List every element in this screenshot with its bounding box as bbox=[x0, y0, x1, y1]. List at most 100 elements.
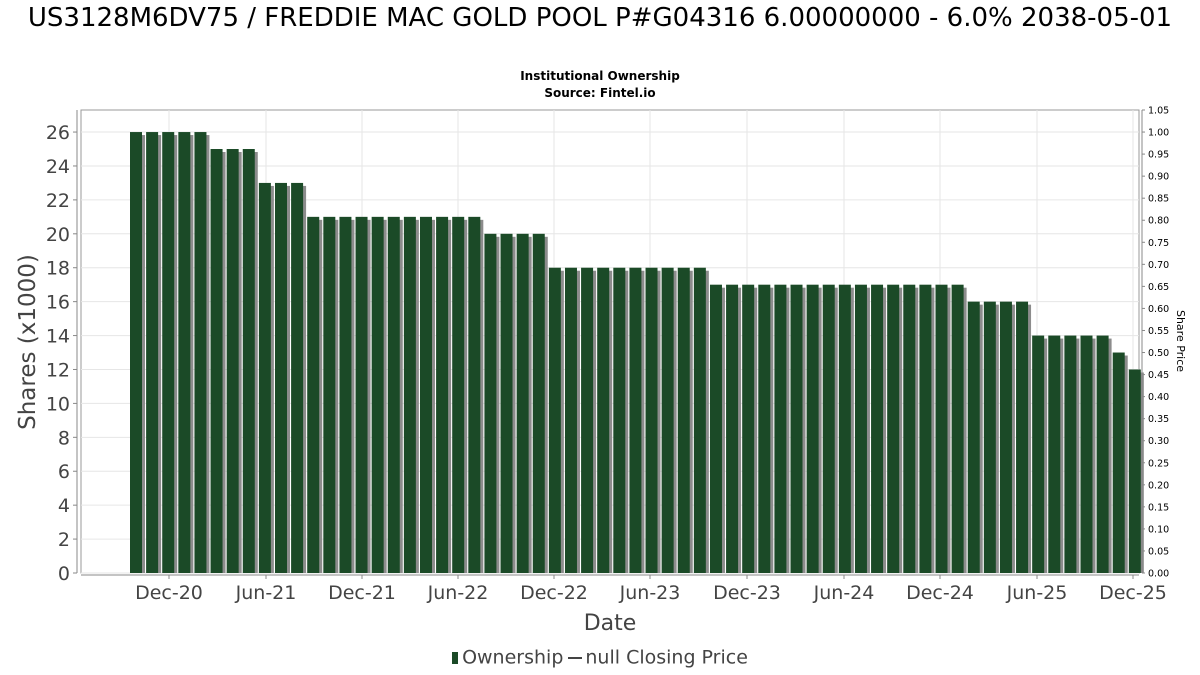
ownership-bar bbox=[258, 182, 271, 573]
ownership-bar bbox=[661, 267, 674, 573]
ownership-bar bbox=[951, 284, 964, 573]
y2-tick-label: 0.25 bbox=[1148, 458, 1169, 469]
x-tick-label: Jun-25 bbox=[1006, 582, 1068, 604]
x-tick-label: Jun-22 bbox=[427, 582, 489, 604]
x-tick-label: Dec-22 bbox=[520, 582, 588, 604]
y2-tick-label: 0.40 bbox=[1148, 392, 1169, 403]
ownership-bar bbox=[790, 284, 803, 573]
ownership-bar bbox=[274, 182, 287, 573]
ownership-bar bbox=[838, 284, 851, 573]
y2-tick-label: 0.70 bbox=[1148, 260, 1169, 271]
y-tick-label: 8 bbox=[58, 427, 70, 449]
y2-tick-label: 0.55 bbox=[1148, 326, 1169, 337]
x-tick-label: Dec-20 bbox=[135, 582, 203, 604]
ownership-bar bbox=[645, 267, 658, 573]
y-tick-label: 4 bbox=[58, 495, 70, 517]
legend-ownership-label: Ownership bbox=[462, 646, 564, 669]
x-tick-label: Dec-23 bbox=[713, 582, 781, 604]
ownership-bar bbox=[774, 284, 787, 573]
ownership-bar bbox=[1048, 335, 1061, 573]
ownership-bar bbox=[355, 216, 368, 573]
y2-tick-label: 0.05 bbox=[1148, 546, 1169, 557]
ownership-bar bbox=[1032, 335, 1045, 573]
ownership-bar bbox=[806, 284, 819, 573]
ownership-bar bbox=[178, 132, 191, 574]
ownership-bar bbox=[1096, 335, 1109, 573]
y2-tick-label: 0.30 bbox=[1148, 436, 1169, 447]
y2-tick-label: 0.95 bbox=[1148, 150, 1169, 161]
ownership-bar bbox=[146, 132, 159, 574]
y2-axis-label: Share Price bbox=[1174, 310, 1187, 372]
y2-tick-label: 0.85 bbox=[1148, 194, 1169, 205]
price-legend-line bbox=[568, 656, 583, 659]
y2-tick-label: 0.50 bbox=[1148, 348, 1169, 359]
chart-legend: Ownership null Closing Price bbox=[0, 646, 1200, 669]
y2-tick-label: 0.35 bbox=[1148, 414, 1169, 425]
x-tick-label: Dec-25 bbox=[1099, 582, 1167, 604]
ownership-bar bbox=[387, 216, 400, 573]
y-tick-label: 6 bbox=[58, 461, 70, 483]
ownership-bar bbox=[742, 284, 755, 573]
y-axis-label: Shares (x1000) bbox=[15, 254, 41, 430]
x-axis-label: Date bbox=[584, 611, 637, 636]
y2-tick-label: 1.05 bbox=[1148, 106, 1169, 117]
ownership-bar bbox=[871, 284, 884, 573]
y-tick-label: 16 bbox=[46, 292, 70, 314]
ownership-bar bbox=[436, 216, 449, 573]
ownership-bar bbox=[419, 216, 432, 573]
y2-tick-label: 0.60 bbox=[1148, 304, 1169, 315]
y2-tick-label: 0.80 bbox=[1148, 216, 1169, 227]
ownership-bar bbox=[339, 216, 352, 573]
y2-tick-label: 0.10 bbox=[1148, 524, 1169, 535]
ownership-bar bbox=[677, 267, 690, 573]
ownership-bar bbox=[709, 284, 722, 573]
ownership-bar bbox=[162, 132, 175, 574]
ownership-bar bbox=[983, 301, 996, 573]
x-tick-label: Jun-21 bbox=[235, 582, 297, 604]
ownership-bar bbox=[484, 233, 497, 574]
ownership-bar bbox=[967, 301, 980, 573]
ownership-bar bbox=[516, 233, 529, 574]
y2-tick-label: 0.90 bbox=[1148, 172, 1169, 183]
ownership-bar bbox=[548, 267, 561, 573]
y-tick-label: 2 bbox=[58, 529, 70, 551]
ownership-bar bbox=[130, 132, 142, 574]
ownership-bar bbox=[935, 284, 948, 573]
ownership-bar bbox=[1112, 352, 1125, 573]
y-tick-label: 18 bbox=[46, 258, 70, 280]
y2-tick-label: 0.75 bbox=[1148, 238, 1169, 249]
ownership-bar bbox=[1064, 335, 1077, 573]
ownership-bar bbox=[500, 233, 513, 574]
legend-price-label: null Closing Price bbox=[585, 646, 748, 669]
ownership-bar bbox=[468, 216, 481, 573]
y2-tick-label: 0.15 bbox=[1148, 502, 1169, 513]
ownership-bar bbox=[919, 284, 932, 573]
ownership-bar bbox=[242, 149, 255, 573]
ownership-bar bbox=[403, 216, 416, 573]
ownership-bar bbox=[323, 216, 336, 573]
x-tick-label: Jun-23 bbox=[619, 582, 681, 604]
ownership-bar bbox=[371, 216, 384, 573]
y-tick-label: 20 bbox=[46, 224, 70, 246]
y2-tick-label: 0.00 bbox=[1148, 569, 1169, 580]
ownership-bar bbox=[194, 132, 207, 574]
y2-tick-label: 0.20 bbox=[1148, 480, 1169, 491]
x-tick-label: Dec-21 bbox=[328, 582, 396, 604]
y2-tick-label: 0.65 bbox=[1148, 282, 1169, 293]
ownership-bar bbox=[999, 301, 1012, 573]
ownership-bar bbox=[758, 284, 771, 573]
y-tick-label: 12 bbox=[46, 359, 70, 381]
ownership-bar bbox=[226, 149, 239, 573]
ownership-bar bbox=[903, 284, 916, 573]
y-tick-label: 14 bbox=[46, 326, 70, 348]
ownership-bar bbox=[210, 149, 223, 573]
x-tick-label: Dec-24 bbox=[906, 582, 974, 604]
ownership-bar bbox=[822, 284, 835, 573]
ownership-bar bbox=[597, 267, 610, 573]
ownership-bar bbox=[291, 182, 304, 573]
ownership-bar bbox=[1080, 335, 1093, 573]
y-tick-label: 0 bbox=[58, 563, 70, 585]
chart-title: US3128M6DV75 / FREDDIE MAC GOLD POOL P#G… bbox=[27, 3, 1173, 33]
ownership-bar bbox=[854, 284, 867, 573]
